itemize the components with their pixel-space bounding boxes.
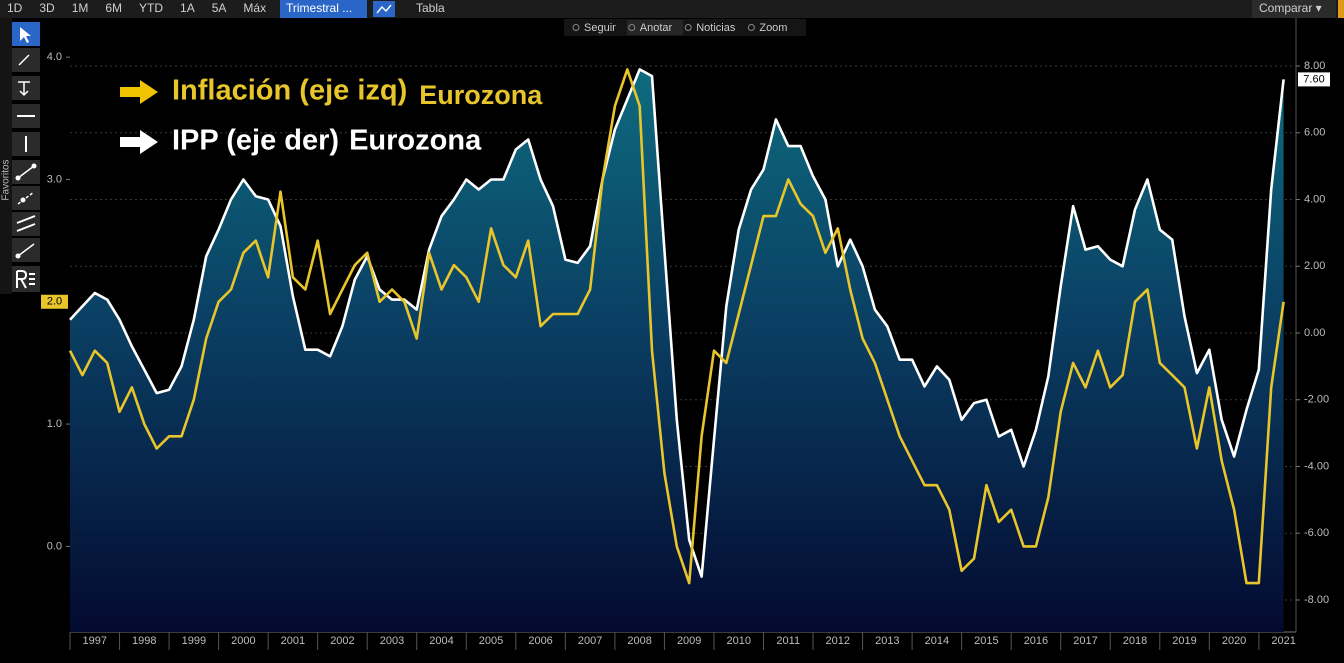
x-tick-label: 2012 xyxy=(826,635,850,647)
more-icon xyxy=(16,270,35,289)
x-tick-label: 2016 xyxy=(1024,635,1048,647)
tool-icon xyxy=(628,24,636,31)
compare-label[interactable]: Comparar ▾ xyxy=(1259,1,1322,15)
x-tick-label: 2013 xyxy=(875,635,899,647)
y2-tick-label: 0.00 xyxy=(1304,327,1325,339)
table-button[interactable]: Tabla xyxy=(416,1,445,15)
cursor-icon xyxy=(20,27,31,43)
x-tick-label: 2009 xyxy=(677,635,701,647)
toolbar xyxy=(0,0,1344,18)
legend-label: IPP (eje der) xyxy=(172,125,339,157)
x-tick-label: 2011 xyxy=(776,635,800,647)
sidebar-label: Favoritos xyxy=(1,159,12,200)
range-button[interactable]: 6M xyxy=(105,1,122,15)
range-button[interactable]: 1D xyxy=(7,1,23,15)
y2-tick-label: -8.00 xyxy=(1304,594,1329,606)
x-tick-label: 2014 xyxy=(925,635,949,647)
channel-icon xyxy=(16,215,36,232)
x-tick-label: 2005 xyxy=(479,635,503,647)
tool-channel[interactable] xyxy=(12,212,40,236)
ray-icon xyxy=(17,191,35,205)
x-tick-label: 2007 xyxy=(578,635,602,647)
legend-label: Inflación (eje izq) xyxy=(172,75,407,107)
legend-region: Eurozona xyxy=(419,80,543,110)
chart-tool[interactable]: Seguir xyxy=(584,22,616,34)
x-tick-label: 1999 xyxy=(182,635,206,647)
y-tick-label: 0.0 xyxy=(47,540,62,552)
x-tick-label: 1998 xyxy=(132,635,156,647)
segment-dot xyxy=(15,253,21,259)
segment-icon xyxy=(17,243,35,257)
y2-tick-label: 4.00 xyxy=(1304,193,1325,205)
x-tick-label: 2019 xyxy=(1172,635,1196,647)
ray-dot xyxy=(20,197,26,203)
chart-tool-list: Seguir Anotar Noticias Zoom xyxy=(572,22,787,34)
x-tick-label: 1997 xyxy=(83,635,107,647)
x-tick-label: 2003 xyxy=(380,635,404,647)
trend-dot xyxy=(31,163,37,169)
x-tick-label: 2017 xyxy=(1073,635,1097,647)
range-button[interactable]: 3D xyxy=(39,1,55,15)
range-button[interactable]: 1M xyxy=(72,1,89,15)
range-button[interactable]: 5A xyxy=(212,1,227,15)
x-tick-label: 2010 xyxy=(726,635,750,647)
range-button[interactable]: YTD xyxy=(139,1,163,15)
range-button[interactable]: 1A xyxy=(180,1,195,15)
line xyxy=(69,68,1285,578)
compare-button[interactable] xyxy=(1252,0,1336,18)
period-button[interactable] xyxy=(280,0,367,18)
end-label: 7.60 xyxy=(1303,73,1324,85)
plot-area: -8.00 -6.00 -4.00 -2.00 0.00 2.00 4.00 6.00 8.00… xyxy=(41,51,1330,650)
x-tick-label: 2018 xyxy=(1123,635,1147,647)
end-label: 2.0 xyxy=(47,296,62,308)
x-tick-label: 2006 xyxy=(528,635,552,647)
legend-arrow xyxy=(120,130,158,154)
y2-tick-label: 2.00 xyxy=(1304,260,1325,272)
range-buttons: 1D 3D 1M 6M YTD 1A 5A Máx xyxy=(7,1,266,15)
y-tick-label: 3.0 xyxy=(47,173,62,185)
sidebar xyxy=(0,18,12,294)
area xyxy=(70,69,1284,632)
range-button[interactable]: Máx xyxy=(243,1,266,15)
x-tick-label: 2004 xyxy=(429,635,453,647)
chart-type-icon xyxy=(376,4,392,14)
chart-tool[interactable]: Anotar xyxy=(640,22,673,34)
x-tick-label: 2015 xyxy=(974,635,998,647)
x-tick-label: 2000 xyxy=(231,635,255,647)
tool-active xyxy=(627,20,683,35)
y2-tick-label: 6.00 xyxy=(1304,127,1325,139)
drawing-tools xyxy=(12,22,40,292)
tool-icon xyxy=(747,24,755,31)
chart-tool[interactable]: Zoom xyxy=(759,22,787,34)
legend-arrow xyxy=(120,80,158,104)
y2-tick-label: 8.00 xyxy=(1304,60,1325,72)
measure-icon xyxy=(18,81,30,97)
end-label-box xyxy=(41,294,68,309)
line xyxy=(68,68,1285,585)
y-tick-label: 4.0 xyxy=(47,51,62,63)
tool-pen[interactable] xyxy=(12,48,40,72)
legend-region: Eurozona xyxy=(349,125,482,157)
tool-measure[interactable] xyxy=(12,76,40,100)
tool-icon xyxy=(684,24,692,31)
x-tick-label: 2008 xyxy=(627,635,651,647)
y2-tick-label: -6.00 xyxy=(1304,527,1329,539)
end-label-box xyxy=(1298,72,1330,87)
x-tick-label: 2020 xyxy=(1222,635,1246,647)
trend-dot xyxy=(15,175,21,181)
period-label[interactable]: Trimestral ... xyxy=(286,1,352,15)
chart-tool[interactable]: Noticias xyxy=(696,22,736,34)
y2-tick-label: -4.00 xyxy=(1304,460,1329,472)
x-tick-label: 2002 xyxy=(330,635,354,647)
edge-button xyxy=(1338,0,1344,18)
tool-icon xyxy=(572,24,580,31)
legend: Inflación (eje izq) Eurozona IPP (eje de… xyxy=(120,75,543,157)
y2-tick-label: -2.00 xyxy=(1304,394,1329,406)
trend-icon xyxy=(17,165,35,179)
pen-icon xyxy=(18,54,30,66)
x-tick-label: 2001 xyxy=(281,635,305,647)
y-tick-label: 1.0 xyxy=(47,418,62,430)
x-tick-label: 2021 xyxy=(1271,635,1295,647)
